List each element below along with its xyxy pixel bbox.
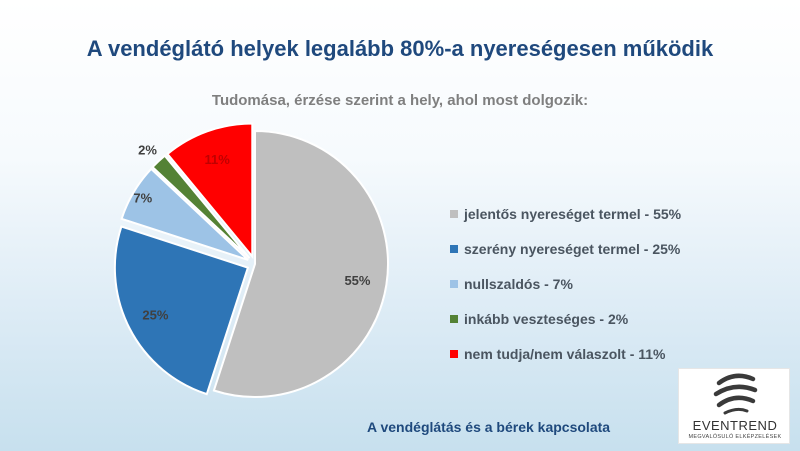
pie-slice-2 [113,225,250,396]
pie-slice-3 [120,167,249,261]
legend-item-3: nullszaldós - 7% [450,266,681,301]
pie-label-3: 7% [133,191,152,206]
pie-label-5: 11% [204,152,230,167]
legend-item-5: nem tudja/nem válaszolt - 11% [450,336,681,371]
legend-label: nullszaldós - 7% [464,275,573,292]
legend-swatch [450,209,458,218]
legend-swatch [450,244,458,253]
pie-label-1: 55% [344,273,370,288]
pie-label-4: 2% [138,143,157,158]
chart-subtitle: Tudomása, érzése szerint a hely, ahol mo… [211,92,589,109]
legend-label: szerény nyereséget termel - 25% [464,240,681,257]
legend-label: inkább veszteséges - 2% [464,310,629,327]
legend-item-2: szerény nyereséget termel - 25% [450,231,681,266]
pie-slice-1 [212,129,389,398]
logo-wordmark: EVENTREND [692,418,778,433]
legend-item-1: jelentős nyereséget termel - 55% [450,196,681,231]
legend-item-4: inkább veszteséges - 2% [450,301,681,336]
legend-swatch [450,279,458,288]
pie-label-2: 25% [142,308,168,323]
legend-swatch [450,314,458,323]
chart-legend: jelentős nyereséget termel - 55% szerény … [450,196,681,371]
chart-title: A vendéglátó helyek legalább 80%-a nyere… [86,36,714,61]
legend-label: nem tudja/nem válaszolt - 11% [464,345,666,362]
pie-slice-4 [151,154,251,259]
eventrend-logo-icon [713,373,758,415]
footer-caption: A vendéglátás és a bérek kapcsolata [367,419,611,435]
legend-swatch [450,349,458,358]
pie-slice-5 [166,122,254,260]
eventrend-logo: EVENTREND MEGVALÓSULÓ ELKÉPZELÉSEK [678,368,790,444]
legend-label: jelentős nyereséget termel - 55% [464,205,682,222]
logo-tagline: MEGVALÓSULÓ ELKÉPZELÉSEK [688,434,782,440]
